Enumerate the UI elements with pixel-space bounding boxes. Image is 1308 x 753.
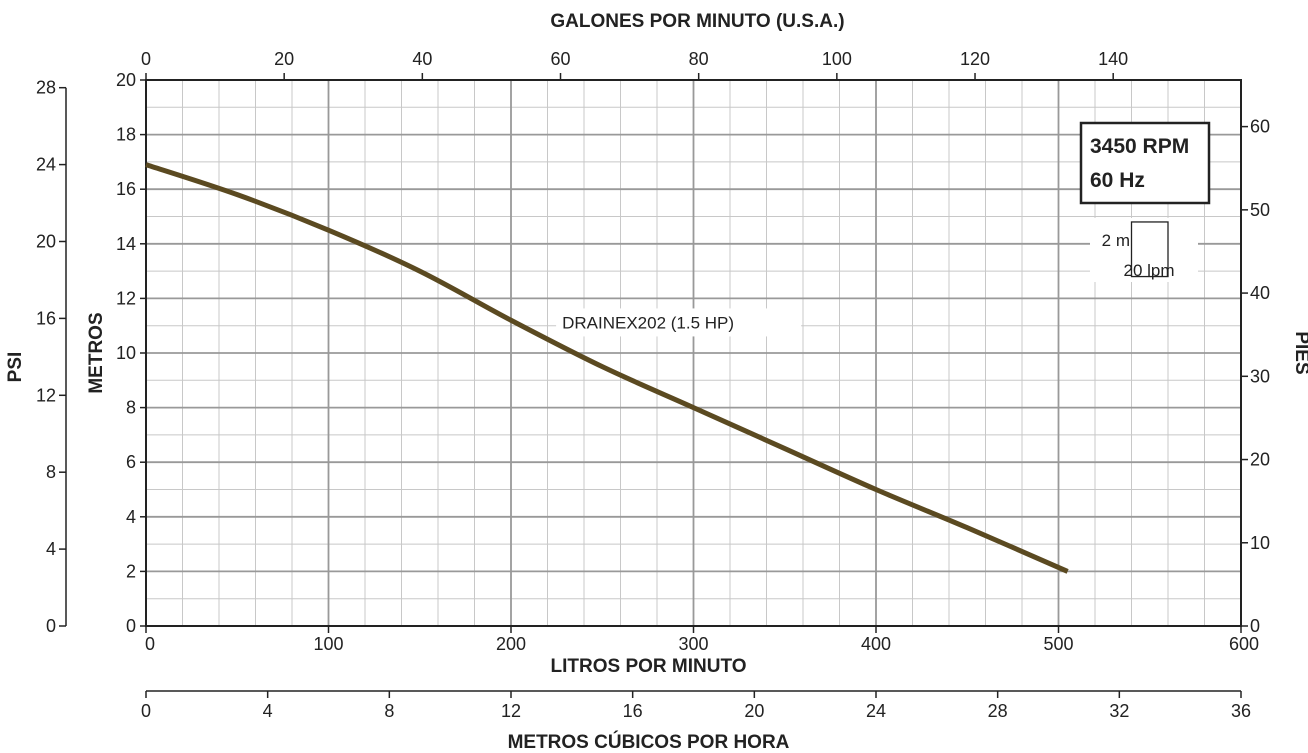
second-bottom-axis-title: METROS CÚBICOS POR HORA: [508, 731, 790, 753]
second-bottom-axis-tick-label: 4: [263, 701, 273, 721]
right-axis-tick-label: 10: [1250, 533, 1270, 553]
left-axis-tick-label: 0: [126, 616, 136, 636]
speed-rpm-label: 3450 RPM: [1090, 135, 1189, 158]
second-bottom-axis-tick-label: 36: [1231, 701, 1251, 721]
bottom-axis-title: LITROS POR MINUTO: [551, 656, 747, 677]
scale-square: [1130, 221, 1169, 278]
major-gridlines: [146, 80, 1241, 626]
second-bottom-axis-tick-label: 32: [1109, 701, 1129, 721]
far-left-axis-tick-label: 8: [46, 462, 56, 482]
right-axis-tick-label: 50: [1250, 200, 1270, 220]
second-bottom-axis-tick-label: 0: [141, 701, 151, 721]
speed-box-frame: [1079, 121, 1211, 205]
far-left-axis-tick-label: 4: [46, 539, 56, 559]
right-axis-tick-label: 30: [1250, 366, 1270, 386]
right-axis-tick-label: 20: [1250, 450, 1270, 470]
scale-indicator: 2 m 20 lpm: [1090, 218, 1198, 282]
top-axis-tick-label: 20: [274, 49, 294, 69]
second-bottom-axis-tick-label: 12: [501, 701, 521, 721]
axes: 0246810121416182004812162024280102030405…: [36, 49, 1270, 721]
left-axis-tick-label: 8: [126, 398, 136, 418]
left-axis-title: METROS: [86, 312, 107, 393]
bottom-axis-tick-label: 200: [496, 634, 526, 654]
bottom-axis-tick-label: 600: [1229, 634, 1259, 654]
second-bottom-axis-tick-label: 24: [866, 701, 886, 721]
top-axis-tick-label: 40: [412, 49, 432, 69]
top-axis-tick-label: 120: [960, 49, 990, 69]
far-left-axis-tick-label: 28: [36, 78, 56, 98]
left-axis-tick-label: 16: [116, 179, 136, 199]
second-bottom-axis-tick-label: 16: [623, 701, 643, 721]
series-label-background: [556, 308, 802, 337]
bottom-axis-tick-label: 400: [861, 634, 891, 654]
top-axis-tick-label: 100: [822, 49, 852, 69]
right-axis-tick-label: 40: [1250, 283, 1270, 303]
right-axis-tick-label: 0: [1250, 616, 1260, 636]
series-label: DRAINEX202 (1.5 HP): [562, 313, 734, 332]
far-left-axis-tick-label: 0: [46, 616, 56, 636]
left-axis-tick-label: 20: [116, 70, 136, 90]
speed-hz-label: 60 Hz: [1090, 169, 1145, 192]
left-axis-tick-label: 18: [116, 125, 136, 145]
second-bottom-axis-tick-label: 8: [384, 701, 394, 721]
right-axis-title: PIES: [1291, 331, 1308, 374]
top-axis-tick-label: 80: [689, 49, 709, 69]
left-axis-tick-label: 10: [116, 343, 136, 363]
far-left-axis-tick-label: 16: [36, 308, 56, 328]
far-left-axis-tick-label: 12: [36, 385, 56, 405]
far-left-axis-title: PSI: [5, 352, 26, 383]
left-axis-tick-label: 2: [126, 561, 136, 581]
scale-horizontal-label: 20 lpm: [1123, 261, 1174, 280]
top-axis-title: GALONES POR MINUTO (U.S.A.): [550, 11, 844, 32]
second-bottom-axis-tick-label: 28: [988, 701, 1008, 721]
bottom-axis-tick-label: 300: [678, 634, 708, 654]
series-layer: [145, 162, 1069, 574]
second-bottom-axis-tick-label: 20: [744, 701, 764, 721]
left-axis-tick-label: 4: [126, 507, 136, 527]
top-axis-tick-label: 0: [141, 49, 151, 69]
speed-box: 3450 RPM 60 Hz: [1079, 121, 1211, 205]
bottom-axis-tick-label: 100: [313, 634, 343, 654]
left-axis-tick-label: 6: [126, 452, 136, 472]
left-axis-tick-label: 14: [116, 234, 136, 254]
scale-vertical-label: 2 m: [1102, 231, 1130, 250]
right-axis-tick-label: 60: [1250, 117, 1270, 137]
far-left-axis-tick-label: 20: [36, 231, 56, 251]
top-axis-tick-label: 140: [1098, 49, 1128, 69]
left-axis-tick-label: 12: [116, 288, 136, 308]
top-axis-tick-label: 60: [550, 49, 570, 69]
bottom-axis-tick-label: 500: [1043, 634, 1073, 654]
series-line: [145, 162, 1069, 574]
far-left-axis-tick-label: 24: [36, 155, 56, 175]
bottom-axis-tick-label: 0: [145, 634, 155, 654]
